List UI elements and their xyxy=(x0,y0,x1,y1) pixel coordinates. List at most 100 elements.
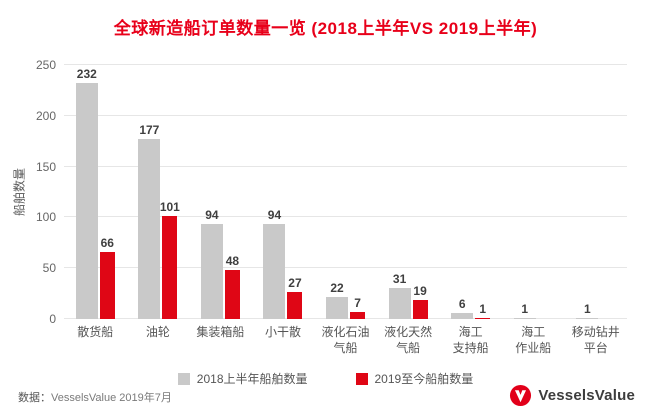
bar-column: 1 xyxy=(475,65,491,319)
legend-swatch-2019-red xyxy=(355,372,368,385)
x-tick-label: 集装箱船 xyxy=(196,325,245,339)
bar-column: 94 xyxy=(200,65,223,319)
bar-column: 232 xyxy=(75,65,98,319)
bar-group: 31 19 xyxy=(377,65,440,319)
bar-value-label: 94 xyxy=(267,207,282,222)
bar-group: 1 xyxy=(502,65,565,319)
bar-value-label: 232 xyxy=(76,67,97,82)
plot-area: 232 66 177 101 94 48 94 27 22 7 31 19 6 1 1 1 xyxy=(64,64,627,319)
bar-column: 48 xyxy=(224,65,240,319)
bar-2018 xyxy=(451,312,474,319)
bar-value-label: 27 xyxy=(288,275,302,290)
bar-group: 22 7 xyxy=(314,65,377,319)
bar-value-label: 31 xyxy=(392,271,407,286)
bar-column: 94 xyxy=(263,65,286,319)
y-tick-label: 0 xyxy=(49,312,56,326)
bar-value-label: 19 xyxy=(413,283,427,298)
data-source-note: 数据：VesselsValue 2019年7月 xyxy=(18,389,172,405)
bar-value-label: 48 xyxy=(225,254,240,269)
bar-value-label: 7 xyxy=(354,295,361,310)
bar-group: 1 xyxy=(565,65,628,319)
bar-2019 xyxy=(412,299,428,319)
bar-column: 177 xyxy=(138,65,161,319)
bar-group: 177 101 xyxy=(127,65,190,319)
bar-2018 xyxy=(388,287,411,319)
bar-value-label: 1 xyxy=(479,301,486,316)
bar-2019 xyxy=(162,216,178,319)
x-tick-label: 油轮 xyxy=(145,325,170,339)
gridline xyxy=(64,64,627,65)
y-axis-label: 船舶数量 xyxy=(12,167,27,217)
legend-label-2019: 2019至今船舶数量 xyxy=(374,372,474,387)
vesselsvalue-logo-text: VesselsValue xyxy=(538,387,635,404)
bar-column: 31 xyxy=(388,65,411,319)
bar-group: 94 48 xyxy=(189,65,252,319)
bar-value-label: 101 xyxy=(159,200,180,215)
bar-column: 27 xyxy=(287,65,303,319)
vesselsvalue-logo: VesselsValue xyxy=(509,384,635,407)
bar-2019 xyxy=(99,251,115,319)
x-tick-label: 移动钻井 平台 xyxy=(571,325,620,355)
chart-title: 全球新造船订单数量一览 (2018上半年VS 2019上半年) xyxy=(113,19,538,38)
x-tick-label: 散货船 xyxy=(77,325,114,339)
bar-2018 xyxy=(326,296,349,319)
y-axis-label-wrap: 船舶数量 xyxy=(10,65,28,319)
bar-2019 xyxy=(475,317,491,319)
bar-2019 xyxy=(224,270,240,319)
data-source-value: VesselsValue 2019年7月 xyxy=(51,392,172,404)
gridline xyxy=(64,114,627,116)
bar-column xyxy=(600,65,615,319)
legend-swatch-2018-gray xyxy=(177,372,190,385)
legend-label-2018: 2018上半年船舶数量 xyxy=(196,372,308,387)
bar-2018 xyxy=(513,317,536,319)
bar-2018 xyxy=(263,223,286,319)
bar-2018 xyxy=(138,139,161,319)
bar-column: 19 xyxy=(412,65,428,319)
x-tick-label: 液化天然 气船 xyxy=(384,325,433,355)
bar-value-label: 66 xyxy=(100,235,114,250)
bar-value-label: 94 xyxy=(205,207,219,222)
bar-2019 xyxy=(287,291,303,319)
data-source-label: 数据： xyxy=(18,392,51,404)
bar-group: 232 66 xyxy=(64,65,127,319)
bar-2018 xyxy=(200,223,223,319)
bar-value-label: 177 xyxy=(139,123,160,138)
gridline xyxy=(64,267,627,269)
chart: 船舶数量 0 50 100 150 200 250 232 66 177 101 94 48 94 27… xyxy=(10,59,627,356)
gridline xyxy=(64,165,627,167)
bar-value-label: 1 xyxy=(583,301,591,316)
bar-value-label: 22 xyxy=(330,280,344,295)
bar-value-label: 1 xyxy=(521,301,529,316)
y-tick-label: 250 xyxy=(35,58,56,72)
bar-column: 6 xyxy=(451,65,474,319)
y-axis: 0 50 100 150 200 250 xyxy=(28,59,64,325)
x-tick-label: 小干散 xyxy=(264,325,301,339)
bar-groups: 232 66 177 101 94 48 94 27 22 7 31 19 6 1 1 1 xyxy=(64,65,627,319)
vesselsvalue-logo-icon xyxy=(510,384,532,407)
bar-column: 101 xyxy=(159,65,180,319)
bar-column xyxy=(538,65,553,319)
bar-2018 xyxy=(75,83,98,319)
bar-2018 xyxy=(576,317,599,319)
legend-item-2018: 2018上半年船舶数量 xyxy=(177,370,308,387)
legend-item-2019: 2019至今船舶数量 xyxy=(355,370,474,387)
bar-column: 22 xyxy=(326,65,349,319)
x-tick-label: 海工 支持船 xyxy=(452,325,489,355)
bar-group: 94 27 xyxy=(252,65,315,319)
x-axis-labels: 散货船 油轮 集装箱船 小干散 液化石油 气船 液化天然 气船 海工 支持船 海工 作业船 移动… xyxy=(64,325,627,356)
y-tick-label: 50 xyxy=(42,261,56,276)
legend: 2018上半年船舶数量 2019至今船舶数量 xyxy=(0,370,651,387)
y-tick-label: 200 xyxy=(35,108,56,123)
x-tick-label: 液化石油 气船 xyxy=(321,325,370,355)
bar-column: 7 xyxy=(350,65,366,319)
bar-column: 1 xyxy=(513,65,536,319)
bar-value-label: 6 xyxy=(458,296,466,311)
bar-2019 xyxy=(350,311,366,319)
y-tick-label: 150 xyxy=(35,159,56,174)
x-tick-label: 海工 作业船 xyxy=(515,325,552,355)
gridline xyxy=(64,216,627,218)
bar-column: 66 xyxy=(99,65,115,319)
bar-column: 1 xyxy=(576,65,599,319)
